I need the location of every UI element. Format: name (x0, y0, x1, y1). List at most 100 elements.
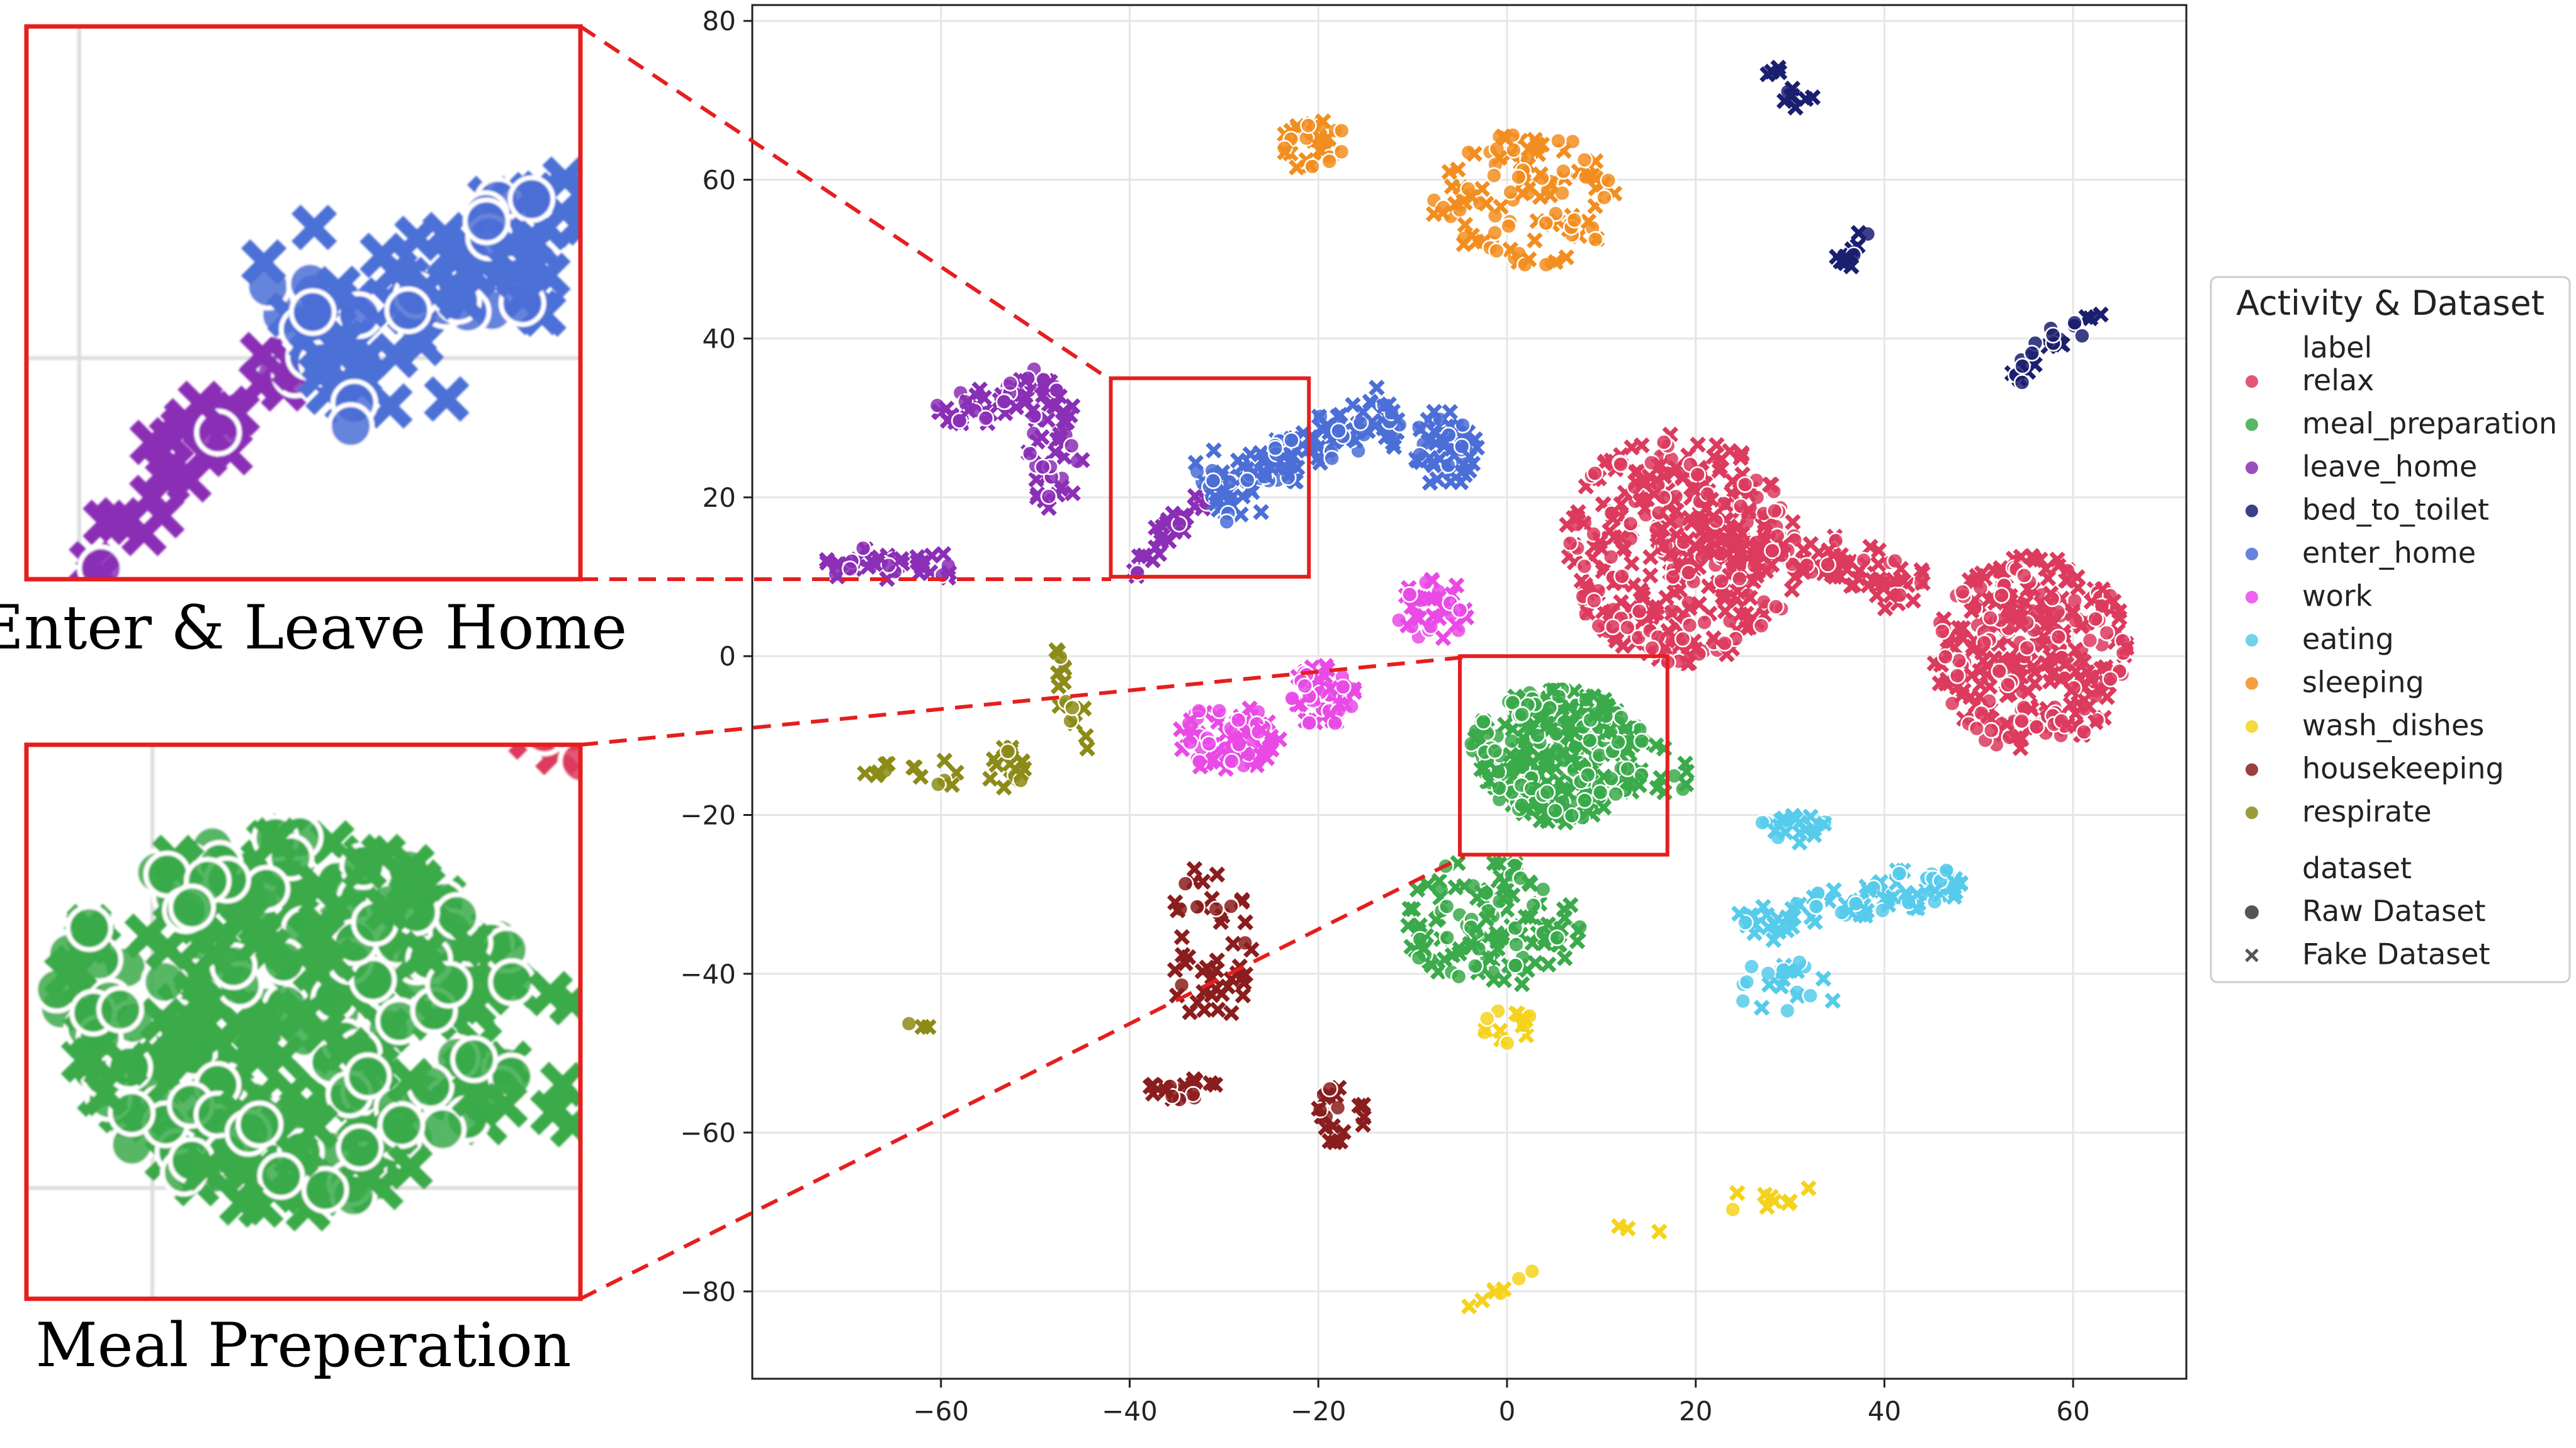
fake-data-point (1595, 768, 1612, 785)
raw-data-point (1454, 416, 1471, 434)
fake-data-point (1678, 776, 1695, 793)
fake-data-point (1289, 460, 1306, 476)
fake-data-point (1850, 225, 1867, 241)
raw-data-point (1211, 702, 1228, 720)
raw-data-point (1767, 598, 1785, 615)
fake-data-point (367, 383, 413, 429)
fake-data-point (2035, 628, 2052, 645)
fake-data-point (3, 1304, 40, 1340)
fake-data-point (2001, 608, 2018, 624)
raw-data-point (1506, 957, 1524, 974)
legend-label-header: label (2302, 331, 2372, 365)
fake-data-point (1642, 549, 1659, 565)
fake-data-point (1508, 1005, 1525, 1022)
fake-data-point (1652, 457, 1669, 473)
raw-data-point (1438, 929, 1456, 946)
fake-data-point (2043, 667, 2060, 683)
raw-data-point (1999, 676, 2016, 693)
fake-data-point (1173, 929, 1190, 946)
raw-data-point (556, 676, 599, 719)
legend-title: Activity & Dataset (2236, 283, 2545, 323)
raw-data-point (591, 111, 634, 154)
fake-data-point (1542, 187, 1559, 203)
fake-data-point (1946, 874, 1963, 891)
fake-data-point (589, 201, 625, 238)
fake-data-point (1493, 198, 1509, 215)
fake-data-point (477, 690, 513, 727)
fake-data-point (1165, 506, 1182, 522)
raw-data-point (1674, 630, 1692, 648)
fake-data-point (1505, 721, 1521, 737)
fake-data-point (1681, 655, 1698, 671)
fake-data-point (2013, 731, 2030, 747)
fake-data-point (1712, 459, 1729, 475)
fake-data-point (291, 205, 337, 251)
fake-data-point (1724, 540, 1740, 556)
fake-data-point (1448, 577, 1465, 594)
fake-data-point (1729, 583, 1746, 600)
fake-data-point (1874, 575, 1890, 592)
raw-data-point (1802, 987, 1819, 1004)
fake-data-point (2013, 548, 2030, 565)
raw-data-point (1333, 143, 1350, 161)
fake-data-point (1537, 930, 1553, 946)
fake-data-point (1642, 567, 1659, 584)
plot-background (752, 5, 2186, 1379)
raw-data-point (2098, 624, 2115, 642)
legend-datasets: Raw Dataset Fake Dataset (2245, 894, 2490, 971)
fake-data-point (1177, 955, 1194, 971)
fake-data-point (1292, 696, 1309, 712)
fake-data-point (1586, 706, 1603, 723)
legend-entries: relax meal_preparation leave_home bed_to_to… (2244, 363, 2557, 829)
fake-data-point (1562, 699, 1578, 715)
fake-data-point (1759, 1199, 1775, 1215)
fake-data-point (178, 380, 223, 426)
legend-marker (2244, 719, 2259, 734)
fake-data-point (2069, 569, 2086, 585)
raw-data-point (1954, 583, 1971, 601)
fake-data-point (1678, 764, 1695, 780)
raw-data-point (1934, 623, 1951, 640)
fake-data-point (633, 185, 670, 222)
raw-data-point (1301, 714, 1318, 732)
fake-data-point (1756, 518, 1773, 535)
fake-data-point (1223, 1005, 1240, 1022)
fake-data-point (1313, 420, 1330, 436)
fake-data-point (1567, 725, 1583, 742)
fake-data-point (1556, 950, 1573, 966)
inset-caption-enter-leave-home: Enter & Leave Home (0, 592, 627, 663)
fake-data-point (1634, 437, 1650, 454)
raw-data-point (1689, 466, 1706, 484)
x-tick-label: −20 (1291, 1396, 1347, 1427)
fake-data-point (914, 560, 931, 577)
raw-data-point (1948, 667, 1966, 684)
fake-data-point (1877, 600, 1894, 617)
raw-data-point (1204, 472, 1222, 490)
raw-data-point (1600, 172, 1617, 189)
raw-data-point (1171, 516, 1188, 533)
y-tick-label: 40 (703, 324, 736, 354)
fake-data-point (615, 218, 652, 255)
raw-data-point (1478, 1010, 1496, 1027)
fake-data-point (1158, 1082, 1175, 1099)
fake-data-point (1302, 441, 1319, 457)
fake-data-point (451, 1072, 497, 1118)
fake-data-point (482, 1082, 528, 1128)
raw-data-point (930, 776, 947, 793)
raw-data-point (1633, 732, 1651, 750)
fake-data-point (1207, 1077, 1224, 1093)
fake-data-point (1474, 1292, 1491, 1309)
fake-data-point (1476, 761, 1493, 777)
fake-data-point (1035, 387, 1051, 404)
fake-data-point (613, 1084, 649, 1121)
fake-data-point (1252, 444, 1269, 461)
fake-data-point (1721, 525, 1738, 541)
raw-data-point (1063, 437, 1080, 455)
fake-data-point (1521, 251, 1537, 268)
fake-data-point (1409, 881, 1426, 898)
fake-data-point (1927, 882, 1943, 899)
raw-data-point (1438, 898, 1455, 915)
fake-data-point (1722, 443, 1738, 460)
fake-data-point (1789, 988, 1806, 1004)
raw-data-point (977, 409, 995, 427)
